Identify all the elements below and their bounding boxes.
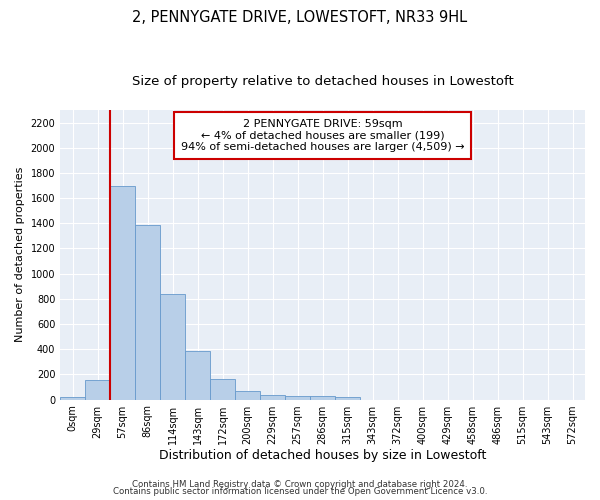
Bar — [185, 351, 210, 400]
Bar — [210, 379, 235, 400]
Bar — [310, 396, 335, 400]
Bar — [160, 294, 185, 400]
Bar — [85, 380, 110, 400]
Title: Size of property relative to detached houses in Lowestoft: Size of property relative to detached ho… — [132, 75, 514, 88]
Bar — [110, 186, 135, 400]
Bar — [135, 224, 160, 400]
Bar — [260, 395, 285, 400]
Y-axis label: Number of detached properties: Number of detached properties — [15, 167, 25, 342]
Text: 2 PENNYGATE DRIVE: 59sqm
← 4% of detached houses are smaller (199)
94% of semi-d: 2 PENNYGATE DRIVE: 59sqm ← 4% of detache… — [181, 118, 464, 152]
Text: 2, PENNYGATE DRIVE, LOWESTOFT, NR33 9HL: 2, PENNYGATE DRIVE, LOWESTOFT, NR33 9HL — [133, 10, 467, 25]
Text: Contains HM Land Registry data © Crown copyright and database right 2024.: Contains HM Land Registry data © Crown c… — [132, 480, 468, 489]
Bar — [60, 397, 85, 400]
Bar — [335, 397, 360, 400]
Bar — [285, 396, 310, 400]
X-axis label: Distribution of detached houses by size in Lowestoft: Distribution of detached houses by size … — [159, 450, 486, 462]
Text: Contains public sector information licensed under the Open Government Licence v3: Contains public sector information licen… — [113, 487, 487, 496]
Bar — [235, 392, 260, 400]
